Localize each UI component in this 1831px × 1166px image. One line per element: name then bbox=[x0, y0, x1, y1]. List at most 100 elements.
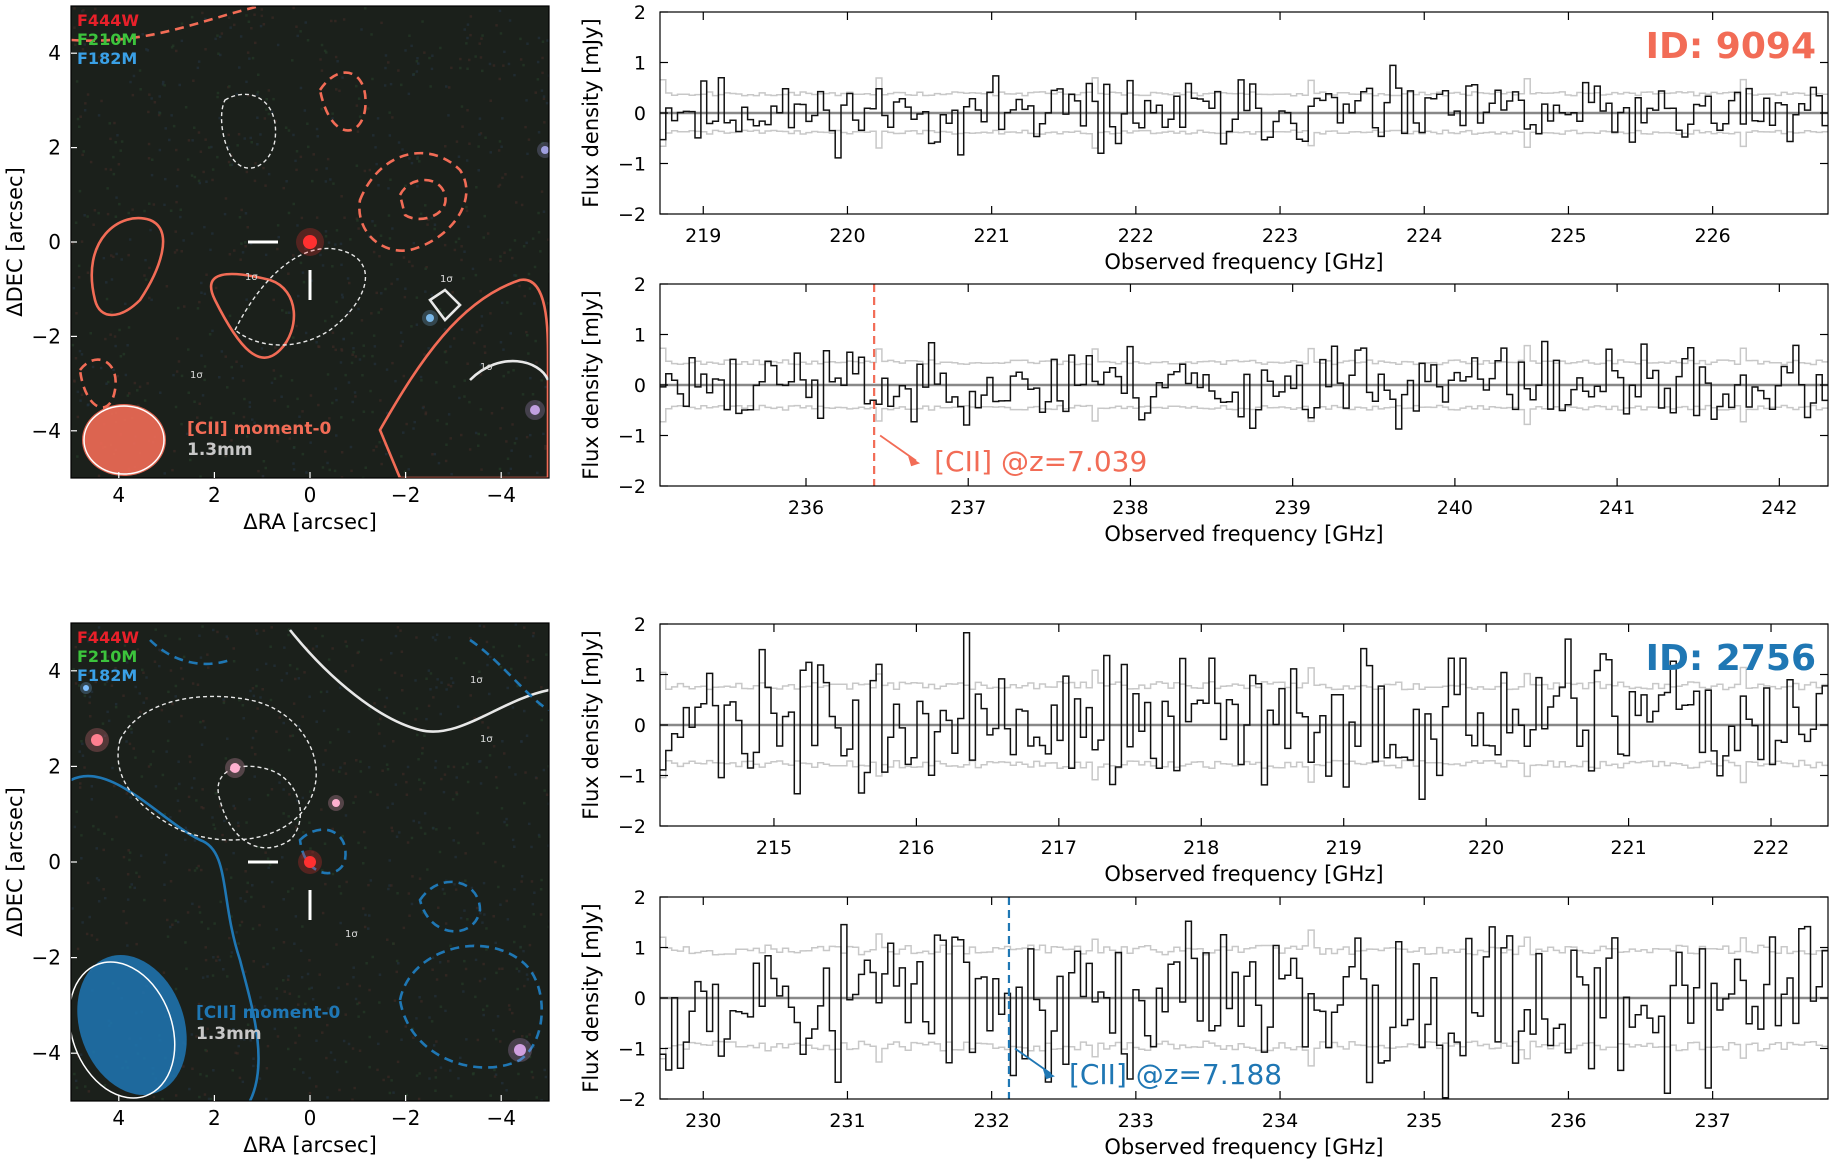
image-noise-pixel bbox=[311, 647, 315, 650]
contour-line bbox=[234, 247, 367, 346]
image-noise-pixel bbox=[291, 734, 295, 737]
image-noise-pixel bbox=[282, 812, 285, 815]
image-noise-pixel bbox=[503, 820, 506, 824]
image-noise-pixel bbox=[141, 33, 144, 36]
image-noise-pixel bbox=[191, 902, 194, 906]
image-noise-pixel bbox=[273, 377, 277, 380]
image-noise-pixel bbox=[296, 667, 299, 671]
image-noise-pixel bbox=[335, 229, 339, 232]
image-noise-pixel bbox=[492, 1029, 495, 1032]
image-noise-pixel bbox=[402, 256, 406, 259]
image-noise-pixel bbox=[392, 942, 395, 945]
image-noise-pixel bbox=[421, 911, 425, 914]
image-noise-pixel bbox=[143, 209, 146, 213]
x-tick-label: 236 bbox=[1550, 1110, 1586, 1132]
image-noise-pixel bbox=[356, 1002, 359, 1006]
image-noise-pixel bbox=[86, 215, 89, 218]
image-noise-pixel bbox=[150, 173, 154, 177]
image-noise-pixel bbox=[264, 662, 268, 666]
image-noise-pixel bbox=[505, 899, 508, 903]
image-noise-pixel bbox=[244, 212, 248, 215]
image-noise-pixel bbox=[280, 679, 284, 682]
image-noise-pixel bbox=[198, 634, 201, 637]
image-noise-pixel bbox=[387, 187, 390, 190]
image-noise-pixel bbox=[402, 926, 406, 930]
image-noise-pixel bbox=[174, 695, 177, 698]
image-noise-pixel bbox=[300, 976, 304, 979]
image-noise-pixel bbox=[435, 828, 438, 831]
image-noise-pixel bbox=[92, 824, 95, 828]
image-noise-pixel bbox=[108, 122, 111, 125]
image-noise-pixel bbox=[466, 36, 469, 40]
image-noise-pixel bbox=[531, 902, 535, 906]
image-noise-pixel bbox=[376, 117, 380, 120]
image-noise-pixel bbox=[482, 1008, 485, 1011]
image-noise-pixel bbox=[472, 341, 476, 345]
x-tick-label: 242 bbox=[1761, 497, 1797, 519]
image-noise-pixel bbox=[260, 14, 264, 18]
image-noise-pixel bbox=[405, 422, 408, 426]
image-noise-pixel bbox=[232, 851, 235, 855]
image-noise-pixel bbox=[540, 379, 543, 382]
image-noise-pixel bbox=[273, 399, 276, 402]
image-noise-pixel bbox=[310, 279, 313, 282]
image-noise-pixel bbox=[499, 903, 502, 906]
image-noise-pixel bbox=[500, 301, 504, 305]
image-noise-pixel bbox=[214, 286, 218, 290]
image-noise-pixel bbox=[471, 267, 475, 271]
image-noise-pixel bbox=[277, 433, 281, 436]
image-noise-pixel bbox=[73, 1072, 76, 1076]
image-noise-pixel bbox=[454, 888, 458, 891]
image-noise-pixel bbox=[498, 140, 502, 143]
image-noise-pixel bbox=[212, 628, 215, 632]
image-noise-pixel bbox=[125, 792, 129, 795]
image-noise-pixel bbox=[138, 692, 141, 695]
image-noise-pixel bbox=[472, 1072, 475, 1075]
image-noise-pixel bbox=[74, 645, 77, 649]
image-noise-pixel bbox=[469, 694, 472, 697]
image-noise-pixel bbox=[200, 281, 203, 285]
image-noise-pixel bbox=[293, 446, 296, 449]
image-noise-pixel bbox=[253, 421, 256, 424]
image-noise-pixel bbox=[447, 960, 450, 963]
image-noise-pixel bbox=[83, 766, 86, 769]
image-noise-pixel bbox=[454, 855, 457, 859]
image-noise-pixel bbox=[218, 958, 221, 962]
image-noise-pixel bbox=[479, 373, 483, 376]
image-noise-pixel bbox=[451, 291, 454, 294]
image-noise-pixel bbox=[321, 869, 324, 872]
image-noise-pixel bbox=[259, 133, 262, 136]
image-noise-pixel bbox=[466, 67, 469, 70]
contour-line bbox=[71, 6, 261, 42]
image-noise-pixel bbox=[483, 977, 487, 981]
image-noise-pixel bbox=[235, 360, 238, 363]
image-noise-pixel bbox=[421, 752, 424, 755]
band-label-f444w: F444W bbox=[77, 628, 139, 647]
image-noise-pixel bbox=[301, 271, 305, 274]
image-noise-pixel bbox=[282, 721, 285, 725]
y-tick-label: −4 bbox=[32, 419, 61, 443]
image-noise-pixel bbox=[242, 379, 245, 382]
image-noise-pixel bbox=[485, 766, 488, 769]
image-noise-pixel bbox=[505, 440, 508, 443]
image-noise-pixel bbox=[344, 1013, 347, 1016]
image-noise-pixel bbox=[336, 60, 339, 63]
image-noise-pixel bbox=[113, 784, 116, 788]
image-noise-pixel bbox=[482, 236, 485, 239]
image-noise-pixel bbox=[152, 203, 156, 206]
image-noise-pixel bbox=[350, 331, 354, 335]
image-noise-pixel bbox=[252, 694, 256, 698]
image-noise-pixel bbox=[201, 1004, 204, 1008]
contour-sigma-label: 1σ bbox=[440, 274, 453, 285]
image-noise-pixel bbox=[499, 666, 503, 669]
image-noise-pixel bbox=[336, 728, 340, 731]
image-noise-pixel bbox=[304, 1002, 307, 1006]
image-noise-pixel bbox=[145, 697, 148, 700]
image-noise-pixel bbox=[435, 633, 439, 636]
image-noise-pixel bbox=[197, 179, 201, 183]
band-label-f210m: F210M bbox=[77, 30, 137, 49]
image-noise-pixel bbox=[261, 688, 264, 691]
image-noise-pixel bbox=[94, 680, 97, 684]
y-tick-label: 4 bbox=[48, 659, 61, 683]
image-noise-pixel bbox=[195, 1035, 198, 1038]
